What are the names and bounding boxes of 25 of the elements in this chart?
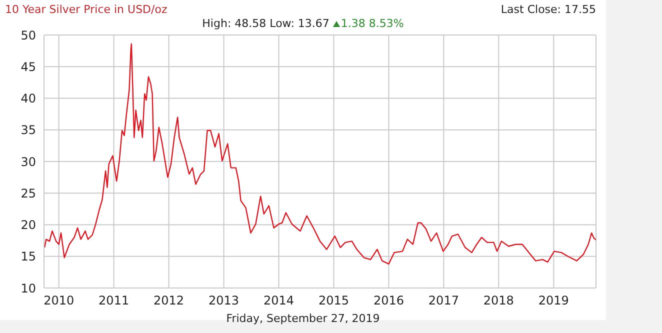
text: 1.38 8.53% — [340, 17, 404, 30]
x-tick-label: 2017 — [428, 294, 459, 308]
x-tick-label: 2010 — [44, 294, 74, 308]
line-series — [44, 43, 596, 265]
y-tick-label: 45 — [20, 60, 36, 74]
y-tick-label: 50 — [20, 28, 36, 42]
y-tick-label: 40 — [20, 92, 36, 106]
y-tick-label: 10 — [20, 281, 36, 296]
x-tick-label: 2012 — [154, 294, 184, 308]
x-tick-label: 2011 — [98, 294, 130, 308]
y-tick-label: 20 — [20, 218, 36, 232]
text: Last Close: 17.55 — [500, 3, 596, 16]
y-tick-label: 30 — [20, 154, 36, 169]
y-tick-label: 25 — [20, 186, 36, 200]
x-tick-label: 2018 — [483, 294, 514, 308]
x-tick-label: 2015 — [318, 294, 350, 308]
x-tick-label: 2019 — [538, 294, 569, 308]
x-tick-label: 2013 — [208, 294, 240, 308]
chart-title: 10 Year Silver Price in USD/oz — [5, 3, 168, 16]
x-tick-label: 2014 — [263, 294, 294, 308]
text: Friday, September 27, 2019 — [225, 312, 381, 325]
y-tick-label: 15 — [20, 250, 36, 264]
x-tick-label: 2016 — [373, 294, 404, 308]
y-tick-label: 35 — [20, 123, 36, 138]
text: High: 48.58 Low: 13.67 — [202, 17, 330, 30]
